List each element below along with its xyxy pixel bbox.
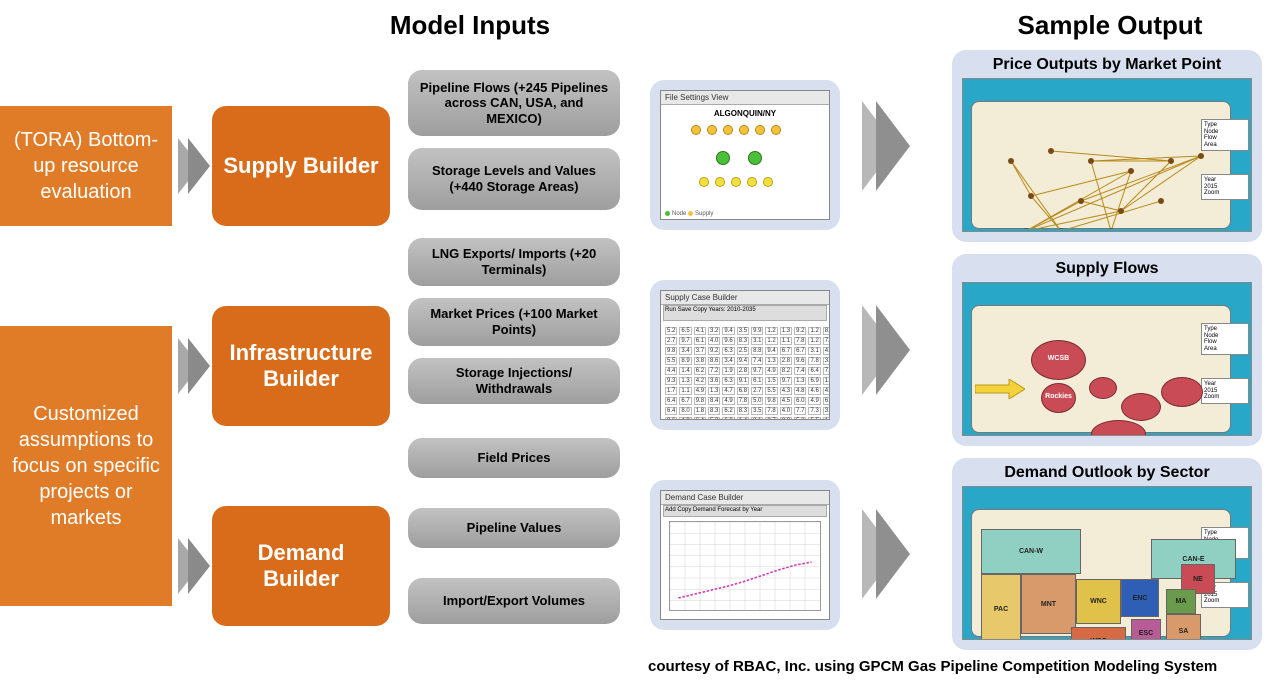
input-pill: Import/Export Volumes [408, 578, 620, 624]
thumb-menubar: File Settings View [661, 91, 829, 105]
input-pill: Pipeline Values [408, 508, 620, 548]
output-title: Supply Flows [962, 260, 1252, 278]
heading-sample-output: Sample Output [980, 10, 1240, 41]
screenshot-thumb: Supply Case Builder Run Save Copy Years:… [650, 280, 840, 430]
input-pill: Storage Injections/ Withdrawals [408, 358, 620, 404]
output-panel: Supply Flows File Maps Views Tools Help … [952, 254, 1262, 446]
output-title: Price Outputs by Market Point [962, 56, 1252, 74]
output-panel: Price Outputs by Market Point File Maps … [952, 50, 1262, 242]
thumb-title: ALGONQUIN/NY [661, 109, 829, 118]
thumb-menubar: Supply Case Builder [661, 291, 829, 305]
left-input-box: Customized assumptions to focus on speci… [0, 326, 172, 606]
left-input-box: (TORA) Bottom-up resource evaluation [0, 106, 172, 226]
input-pill: Storage Levels and Values (+440 Storage … [408, 148, 620, 210]
builder-box: Demand Builder [212, 506, 390, 626]
screenshot-thumb: File Settings View ALGONQUIN/NY Node Sup… [650, 80, 840, 230]
output-title: Demand Outlook by Sector [962, 464, 1252, 482]
input-pill: Field Prices [408, 438, 620, 478]
screenshot-thumb: Demand Case Builder Add Copy Demand Fore… [650, 480, 840, 630]
output-panel: Demand Outlook by Sector File Maps Views… [952, 458, 1262, 650]
input-pill: Market Prices (+100 Market Points) [408, 298, 620, 346]
builder-box: Supply Builder [212, 106, 390, 226]
thumb-menubar: Demand Case Builder [661, 491, 829, 505]
builder-box: Infrastructure Builder [212, 306, 390, 426]
credit-text: courtesy of RBAC, Inc. using GPCM Gas Pi… [648, 658, 1217, 675]
input-pill: LNG Exports/ Imports (+20 Terminals) [408, 238, 620, 286]
input-pill: Pipeline Flows (+245 Pipelines across CA… [408, 70, 620, 136]
heading-model-inputs: Model Inputs [320, 10, 620, 41]
